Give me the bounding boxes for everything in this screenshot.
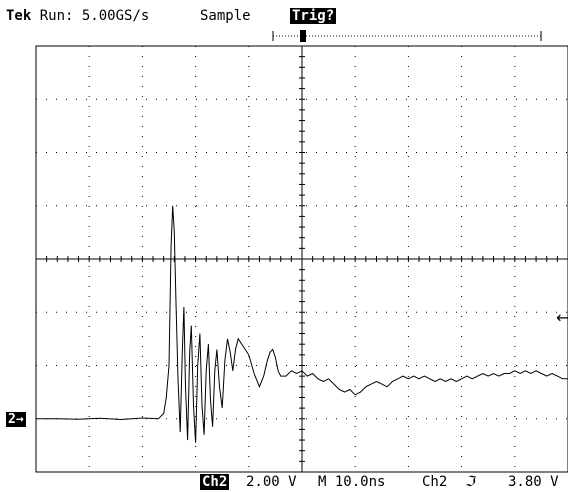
trigger-position-marker [300,30,306,42]
timebase-readout: M 10.0ns [318,474,386,490]
graticule-grid [35,45,568,473]
ch2-ground-marker: 2→ [6,412,26,427]
trigger-level: 3.80 V [508,474,559,490]
volts-per-div: 2.00 V [246,474,297,490]
trigger-state: Trig? [290,8,337,24]
trigger-state-label: Trig? [290,8,337,24]
header-status: Tek Run: 5.00GS/s [6,8,149,24]
ch2-waveform-trace [36,205,568,443]
channel-label: Ch2 [200,474,230,490]
trigger-slope-icon: ℑ [465,474,475,490]
channel-readout: Ch2 [200,474,230,490]
record-length-bar [272,30,542,42]
run-status: Run: 5.00GS/s [39,8,150,24]
ch2-ground-marker-label: 2→ [6,412,26,427]
trigger-source: Ch2 [422,474,448,490]
trigger-level-marker: ← [556,308,568,327]
brand-label: Tek [6,8,32,24]
acquisition-mode: Sample [200,8,251,24]
